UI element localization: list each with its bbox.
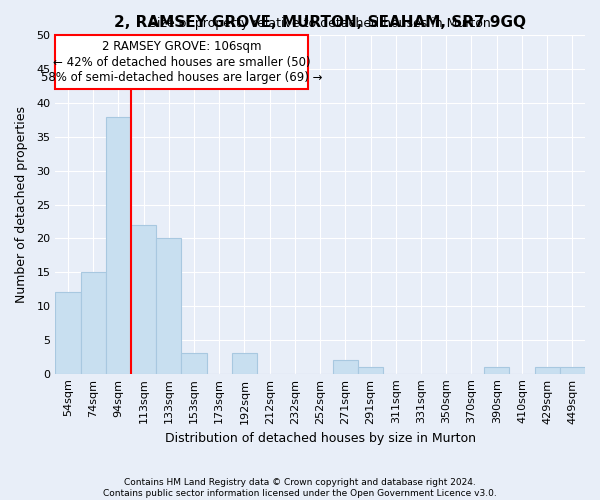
Bar [181,354,206,374]
Bar [80,272,106,374]
Title: 2, RAMSEY GROVE, MURTON, SEAHAM, SR7 9GQ: 2, RAMSEY GROVE, MURTON, SEAHAM, SR7 9GQ [114,15,526,30]
Text: 2 RAMSEY GROVE: 106sqm: 2 RAMSEY GROVE: 106sqm [101,40,261,54]
Bar [232,354,257,374]
Text: Contains HM Land Registry data © Crown copyright and database right 2024.
Contai: Contains HM Land Registry data © Crown c… [103,478,497,498]
Bar [484,367,509,374]
Bar [131,225,156,374]
X-axis label: Distribution of detached houses by size in Murton: Distribution of detached houses by size … [164,432,476,445]
Bar [55,292,80,374]
Bar [106,116,131,374]
Bar [156,238,181,374]
Bar [358,367,383,374]
Text: Size of property relative to detached houses in Murton: Size of property relative to detached ho… [149,18,491,30]
Text: 58% of semi-detached houses are larger (69) →: 58% of semi-detached houses are larger (… [41,72,322,85]
Bar [560,367,585,374]
Y-axis label: Number of detached properties: Number of detached properties [15,106,28,303]
Bar [535,367,560,374]
Bar [333,360,358,374]
FancyBboxPatch shape [55,36,308,90]
Text: ← 42% of detached houses are smaller (50): ← 42% of detached houses are smaller (50… [53,56,310,69]
